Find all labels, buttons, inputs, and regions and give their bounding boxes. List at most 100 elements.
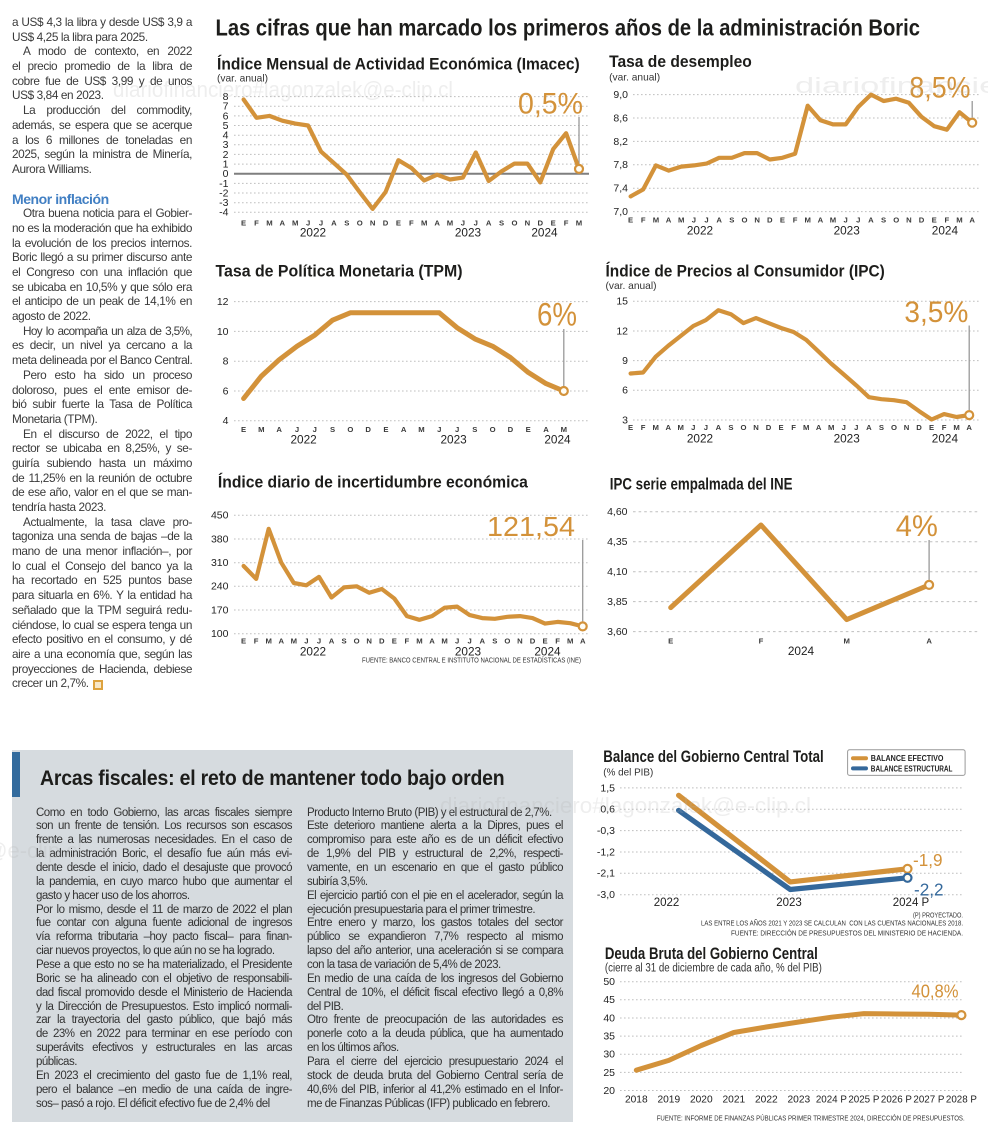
svg-text:9,0: 9,0	[613, 89, 628, 101]
svg-text:M: M	[956, 216, 962, 225]
svg-text:2024: 2024	[932, 431, 959, 445]
svg-text:2022: 2022	[654, 897, 680, 909]
svg-text:2022: 2022	[290, 433, 316, 447]
svg-text:4,10: 4,10	[607, 566, 628, 578]
svg-text:F: F	[564, 219, 569, 228]
svg-text:A: A	[665, 423, 671, 432]
svg-text:J: J	[474, 219, 478, 228]
svg-text:25: 25	[603, 1067, 615, 1079]
svg-text:O: O	[504, 637, 510, 646]
svg-text:2028 P: 2028 P	[946, 1095, 977, 1106]
svg-text:J: J	[854, 423, 858, 432]
svg-text:S: S	[344, 219, 349, 228]
svg-text:S: S	[492, 637, 497, 646]
svg-text:D: D	[916, 423, 922, 432]
svg-text:D: D	[365, 425, 371, 434]
svg-text:D: D	[530, 637, 536, 646]
svg-text:0,5%: 0,5%	[518, 88, 583, 121]
svg-text:J: J	[691, 423, 695, 432]
svg-text:3: 3	[622, 414, 628, 426]
svg-text:O: O	[891, 423, 897, 432]
svg-text:E: E	[668, 636, 673, 645]
svg-text:0,6: 0,6	[600, 804, 615, 816]
svg-text:J: J	[295, 425, 299, 434]
svg-text:E: E	[241, 219, 246, 228]
svg-text:3,60: 3,60	[607, 626, 628, 638]
svg-text:E: E	[383, 425, 388, 434]
svg-text:2027 P: 2027 P	[913, 1095, 944, 1106]
svg-text:M: M	[416, 637, 422, 646]
svg-text:J: J	[468, 637, 472, 646]
svg-text:O: O	[354, 637, 360, 646]
svg-text:6: 6	[223, 385, 229, 397]
svg-text:J: J	[437, 425, 441, 434]
svg-text:A: A	[486, 219, 492, 228]
svg-text:30: 30	[603, 1049, 615, 1061]
svg-text:J: J	[313, 425, 317, 434]
svg-text:8,5%: 8,5%	[909, 72, 970, 105]
svg-text:M: M	[441, 637, 447, 646]
svg-text:5: 5	[223, 120, 229, 132]
svg-text:F: F	[555, 637, 560, 646]
svg-text:D: D	[379, 637, 385, 646]
svg-text:E: E	[628, 216, 633, 225]
svg-text:2025 P: 2025 P	[848, 1095, 879, 1106]
svg-text:M: M	[266, 219, 272, 228]
svg-text:A: A	[329, 637, 335, 646]
svg-text:M: M	[266, 637, 272, 646]
svg-text:J: J	[306, 219, 310, 228]
svg-text:E: E	[396, 219, 401, 228]
svg-text:diariofinanciero#lagonzalek@e-: diariofinanciero#lagonzalek@e-clip.cl	[113, 77, 453, 102]
svg-text:2020: 2020	[690, 1095, 713, 1106]
svg-text:M: M	[678, 216, 684, 225]
svg-text:12: 12	[217, 296, 229, 308]
svg-text:F: F	[409, 219, 414, 228]
svg-text:O: O	[357, 219, 363, 228]
svg-text:2024: 2024	[534, 644, 561, 658]
svg-text:A: A	[969, 216, 975, 225]
svg-text:4,35: 4,35	[607, 536, 628, 548]
svg-text:J: J	[842, 423, 846, 432]
svg-text:FUENTE: DIRECCIÓN DE PRESUPUES: FUENTE: DIRECCIÓN DE PRESUPUESTOS DEL MI…	[731, 928, 963, 937]
svg-text:9: 9	[622, 355, 628, 367]
svg-text:O: O	[512, 219, 518, 228]
svg-text:Deuda Bruta del Gobierno Centr: Deuda Bruta del Gobierno Central	[605, 945, 818, 963]
svg-text:D: D	[508, 425, 514, 434]
svg-text:M: M	[843, 636, 849, 645]
svg-text:S: S	[472, 425, 477, 434]
svg-text:S: S	[728, 423, 733, 432]
svg-text:F: F	[641, 423, 646, 432]
svg-text:6: 6	[223, 110, 229, 122]
svg-text:2023: 2023	[788, 1095, 811, 1106]
svg-text:E: E	[779, 423, 784, 432]
svg-text:F: F	[793, 216, 798, 225]
svg-text:A: A	[479, 637, 485, 646]
svg-text:-2: -2	[219, 187, 228, 199]
svg-text:6%: 6%	[537, 297, 577, 333]
svg-text:40: 40	[603, 1012, 615, 1024]
svg-text:3: 3	[223, 139, 229, 151]
svg-text:2023: 2023	[834, 431, 861, 445]
svg-text:A: A	[278, 637, 284, 646]
svg-text:F: F	[759, 636, 764, 645]
svg-text:E: E	[932, 216, 937, 225]
svg-text:S: S	[879, 423, 884, 432]
svg-text:O: O	[741, 216, 747, 225]
svg-text:N: N	[517, 637, 523, 646]
svg-text:A: A	[331, 219, 337, 228]
svg-text:E: E	[628, 423, 633, 432]
svg-text:2024: 2024	[932, 223, 959, 237]
svg-text:M: M	[830, 216, 836, 225]
svg-text:M: M	[561, 425, 567, 434]
svg-text:F: F	[944, 216, 949, 225]
svg-text:M: M	[653, 216, 659, 225]
svg-text:A: A	[816, 423, 822, 432]
svg-text:7,4: 7,4	[613, 183, 628, 195]
svg-text:2023: 2023	[440, 433, 467, 447]
svg-text:10: 10	[217, 326, 229, 338]
svg-text:F: F	[254, 219, 259, 228]
svg-text:3,5%: 3,5%	[904, 296, 968, 329]
svg-text:2024: 2024	[544, 433, 571, 447]
svg-text:170: 170	[211, 604, 229, 616]
svg-text:M: M	[421, 219, 427, 228]
